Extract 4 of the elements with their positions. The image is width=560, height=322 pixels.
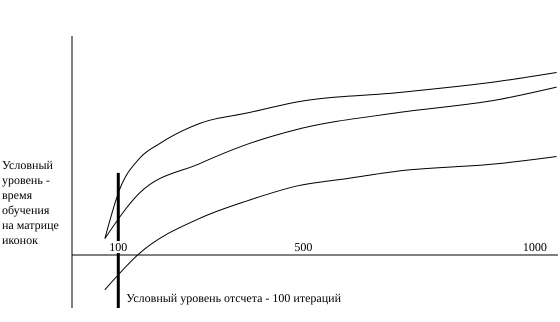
x-tick-label: 1000 (522, 240, 547, 254)
x-tick-label: 500 (294, 240, 312, 254)
ref-line-label: Условный уровень отсчета - 100 итераций (126, 291, 342, 305)
y-axis-title: Условный уровень - время обучения на матрице иконок (2, 158, 60, 248)
